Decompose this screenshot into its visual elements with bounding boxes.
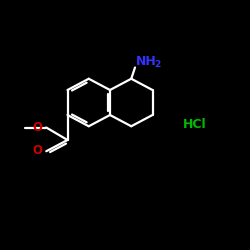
Text: O: O xyxy=(32,121,42,134)
Text: HCl: HCl xyxy=(183,118,207,132)
Text: NH: NH xyxy=(136,55,157,68)
Text: O: O xyxy=(32,144,42,156)
Text: 2: 2 xyxy=(154,60,160,69)
